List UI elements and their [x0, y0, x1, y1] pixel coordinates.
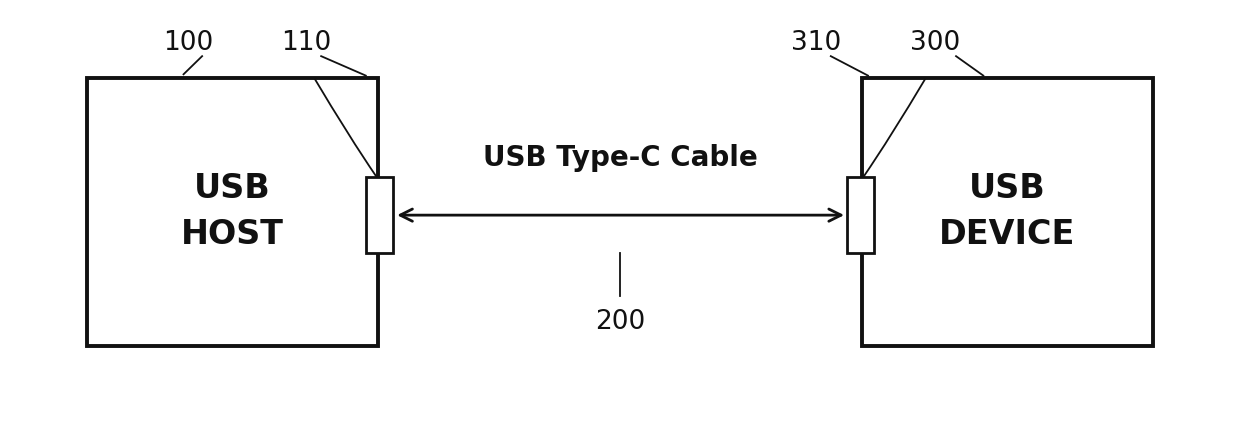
- Text: 100: 100: [164, 30, 213, 56]
- Text: 110: 110: [281, 30, 331, 56]
- Text: 200: 200: [595, 309, 645, 335]
- Bar: [366, 177, 393, 253]
- Bar: [847, 177, 874, 253]
- Text: 300: 300: [910, 30, 960, 56]
- Text: 310: 310: [791, 30, 841, 56]
- Text: USB
HOST: USB HOST: [181, 172, 284, 251]
- Text: USB
DEVICE: USB DEVICE: [940, 172, 1075, 251]
- Bar: [87, 78, 378, 346]
- Text: USB Type-C Cable: USB Type-C Cable: [482, 144, 758, 172]
- Bar: [862, 78, 1153, 346]
